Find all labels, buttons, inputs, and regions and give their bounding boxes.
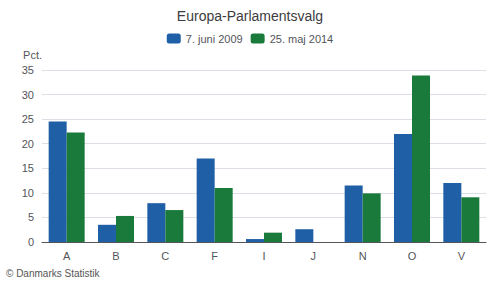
- svg-text:0: 0: [28, 236, 34, 248]
- svg-text:F: F: [211, 250, 218, 262]
- svg-text:30: 30: [22, 89, 34, 101]
- svg-text:N: N: [359, 250, 367, 262]
- svg-text:C: C: [161, 250, 169, 262]
- svg-text:20: 20: [22, 138, 34, 150]
- svg-text:35: 35: [22, 64, 34, 76]
- svg-text:B: B: [112, 250, 119, 262]
- svg-text:25. maj 2014: 25. maj 2014: [270, 33, 334, 45]
- svg-text:5: 5: [28, 211, 34, 223]
- svg-text:15: 15: [22, 162, 34, 174]
- svg-text:J: J: [311, 250, 317, 262]
- svg-text:7. juni 2009: 7. juni 2009: [186, 33, 243, 45]
- svg-text:I: I: [262, 250, 265, 262]
- svg-text:Pct.: Pct.: [23, 49, 42, 61]
- svg-text:V: V: [458, 250, 466, 262]
- svg-text:Europa-Parlamentsvalg: Europa-Parlamentsvalg: [177, 8, 323, 24]
- svg-text:© Danmarks Statistik: © Danmarks Statistik: [6, 268, 101, 279]
- svg-text:25: 25: [22, 113, 34, 125]
- svg-text:10: 10: [22, 187, 34, 199]
- svg-text:O: O: [408, 250, 417, 262]
- svg-text:A: A: [63, 250, 71, 262]
